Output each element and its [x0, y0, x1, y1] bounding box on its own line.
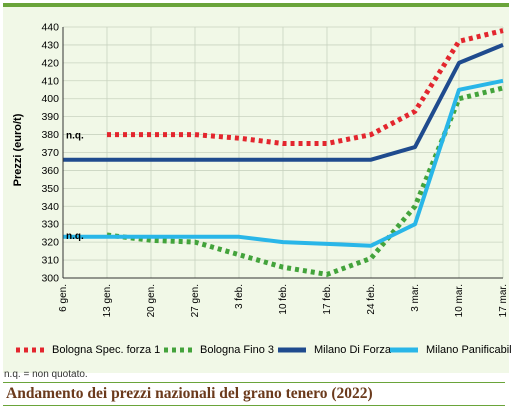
legend-swatch [164, 347, 192, 353]
y-tick-label: 340 [41, 201, 59, 213]
legend-label: Bologna Spec. forza 1 [52, 344, 161, 356]
y-tick-label: 330 [41, 219, 59, 231]
x-tick-label: 3 feb. [234, 284, 245, 309]
y-tick-label: 370 [41, 147, 59, 159]
series-line-3 [63, 78, 504, 248]
x-tick-label: 17 feb. [322, 284, 333, 315]
chart-title: Andamento dei prezzi nazionali del grano… [6, 385, 373, 402]
legend-swatch [278, 347, 306, 353]
x-tick-label: 10 mar. [454, 284, 465, 317]
y-tick-label: 360 [41, 165, 59, 177]
legend-label: Milano Di Forza [314, 344, 392, 356]
legend-swatch [390, 347, 418, 353]
x-tick-label: 20 gen. [146, 284, 157, 317]
x-tick-label: 10 feb. [278, 284, 289, 315]
x-tick-label: 27 gen. [190, 284, 201, 317]
series-line-2 [63, 43, 504, 162]
y-tick-label: 300 [41, 273, 59, 285]
y-tick-label: 390 [41, 111, 59, 123]
y-tick-label: 420 [41, 57, 59, 69]
legend-item-milano-di-forza: Milano Di Forza [276, 338, 391, 362]
series-line-1 [106, 85, 504, 277]
x-tick-label: 24 feb. [366, 284, 377, 315]
y-axis-label: Prezzi (euro/t) [12, 113, 24, 186]
y-tick-label: 380 [41, 129, 59, 141]
y-tick-label: 430 [41, 39, 59, 51]
annotation-label: n.q. [66, 131, 84, 142]
x-tick-label: 17 mar. [498, 284, 509, 317]
footnote: n.q. = non quotato. [4, 369, 88, 380]
legend-item-bologna-fino: Bologna Fino 3 [162, 338, 274, 362]
legend-label: Milano Panificabile [426, 344, 512, 356]
y-tick-label: 320 [41, 237, 59, 249]
annotation-label: n.q. [66, 231, 84, 242]
x-tick-label: 6 gen. [58, 284, 69, 312]
y-tick-label: 350 [41, 183, 59, 195]
y-tick-label: 400 [41, 93, 59, 105]
legend-item-bologna-spec-forza: Bologna Spec. forza 1 [14, 338, 160, 362]
legend-swatch [16, 347, 44, 353]
series-line-0 [107, 28, 504, 146]
y-tick-label: 310 [41, 255, 59, 267]
x-tick-label: 3 mar. [410, 284, 421, 312]
legend-item-milano-panificabile: Milano Panificabile [388, 338, 512, 362]
legend-label: Bologna Fino 3 [200, 344, 274, 356]
y-tick-label: 410 [41, 75, 59, 87]
x-tick-label: 13 gen. [102, 284, 113, 317]
price-chart: 300 310 320 330 340 350 360 370 380 390 400 410 420 4… [12, 22, 509, 318]
title-bar: Andamento dei prezzi nazionali del grano… [3, 382, 505, 406]
chart-legend: Bologna Spec. forza 1 Bologna Fino 3 Mil… [14, 338, 512, 362]
y-tick-label: 440 [41, 22, 59, 34]
